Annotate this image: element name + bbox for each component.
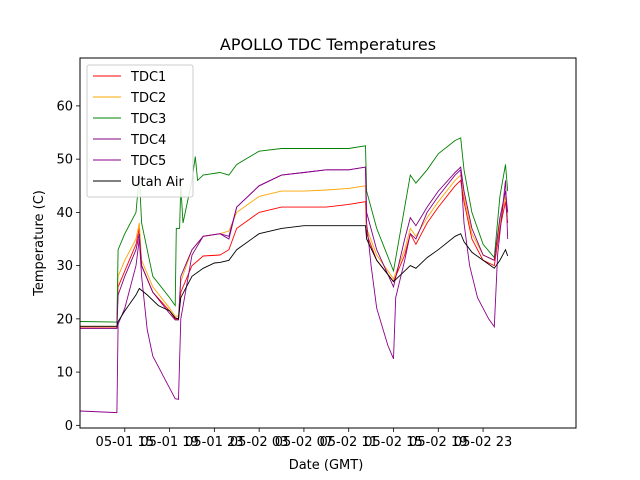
x-tick-label: 05-02 19 bbox=[409, 435, 467, 450]
legend-label-tdc2: TDC2 bbox=[130, 91, 166, 106]
series-line-tdc2 bbox=[80, 174, 509, 327]
y-tick-label: 50 bbox=[56, 153, 73, 168]
x-tick-label: 05-02 15 bbox=[364, 435, 422, 450]
y-tick-label: 60 bbox=[56, 99, 73, 114]
y-tick-label: 40 bbox=[56, 206, 73, 221]
legend-box bbox=[86, 64, 194, 198]
y-axis-label: Temperature (C) bbox=[32, 190, 47, 297]
legend-label-tdc3: TDC3 bbox=[130, 112, 166, 127]
y-tick-label: 20 bbox=[56, 312, 73, 327]
y-tick-label: 0 bbox=[65, 419, 73, 434]
x-axis-label: Date (GMT) bbox=[289, 458, 364, 473]
y-tick-label: 10 bbox=[56, 366, 73, 381]
x-tick-label: 05-02 11 bbox=[319, 435, 377, 450]
x-tick-label: 05-01 23 bbox=[185, 435, 243, 450]
x-tick-label: 05-02 03 bbox=[230, 435, 288, 450]
y-axis: 0 10 20 30 40 50 60 bbox=[56, 99, 80, 434]
legend-label-tdc4: TDC4 bbox=[130, 133, 166, 148]
legend-label-utah-air: Utah Air bbox=[131, 175, 184, 190]
plot-frame bbox=[79, 57, 577, 429]
x-tick-label: 05-02 23 bbox=[454, 435, 512, 450]
legend-label-tdc1: TDC1 bbox=[130, 70, 166, 85]
x-tick-label: 05-01 19 bbox=[140, 435, 198, 450]
plot-area bbox=[79, 137, 509, 414]
legend-label-tdc5: TDC5 bbox=[130, 154, 166, 169]
x-tick-label: 05-02 07 bbox=[275, 435, 333, 450]
x-tick-label: 05-01 15 bbox=[96, 435, 154, 450]
legend: TDC1 TDC2 TDC3 TDC4 TDC5 Utah Air bbox=[86, 64, 194, 198]
series-line-tdc5 bbox=[79, 166, 509, 414]
series-line-tdc3 bbox=[79, 137, 509, 323]
y-tick-label: 30 bbox=[56, 259, 73, 274]
chart-title: APOLLO TDC Temperatures bbox=[220, 35, 436, 54]
series-line-utah-air bbox=[80, 225, 509, 327]
